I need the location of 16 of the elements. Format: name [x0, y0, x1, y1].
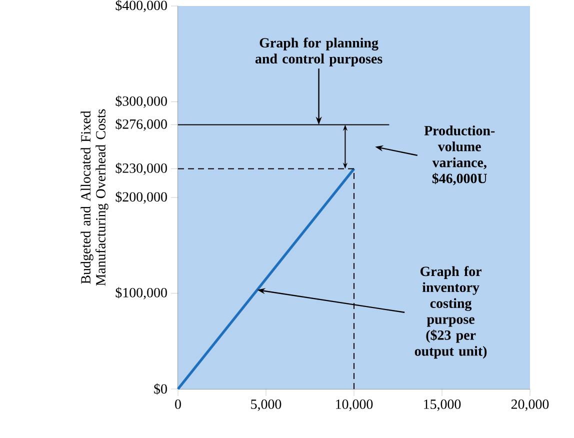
- y-tick-label: $100,000: [116, 287, 167, 300]
- x-tick-label: 10,000: [336, 400, 373, 411]
- y-tick-label: $276,000: [116, 118, 167, 131]
- annotation: Production-volume variance, $46,000U: [424, 126, 495, 186]
- x-tick-label: 15,000: [424, 400, 461, 411]
- x-tick-label: 0: [175, 400, 181, 409]
- annotation: Graph for planning and control purposes: [255, 38, 382, 66]
- y-tick-label: $230,000: [116, 162, 167, 175]
- y-tick-label: $200,000: [116, 191, 167, 204]
- annotation: Graph for inventory costing purpose ($23 per output unit): [414, 266, 487, 359]
- y-tick-label: $400,000: [116, 0, 167, 12]
- x-tick-label: 5,000: [251, 400, 282, 411]
- y-tick-label: $0: [154, 383, 167, 395]
- x-tick-label: 20,000: [511, 400, 549, 411]
- y-tick-label: $300,000: [116, 96, 167, 108]
- y-axis-title: Budgeted and Allocated Fixed Manufacturing Overhead Costs: [80, 109, 108, 286]
